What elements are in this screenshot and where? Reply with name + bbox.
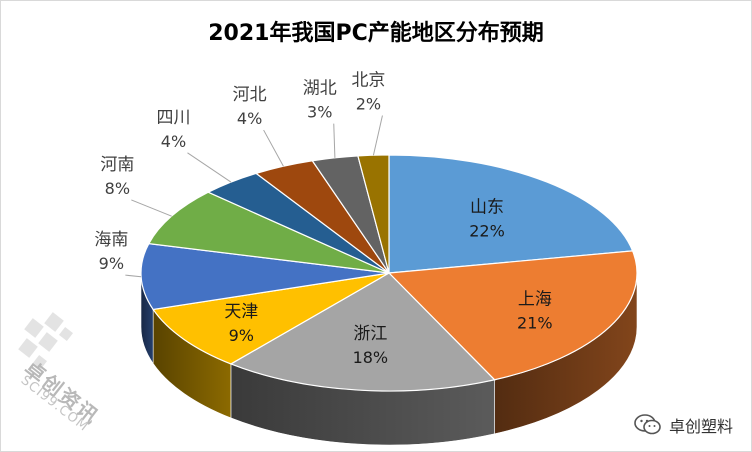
value-label-上海: 21% [517, 313, 553, 332]
leader-北京 [372, 115, 383, 156]
value-label-湖北: 3% [307, 103, 332, 122]
value-label-河北: 4% [237, 109, 262, 128]
slice-上海 [387, 250, 638, 381]
label-海南: 海南 [94, 230, 128, 250]
value-label-河南: 8% [105, 179, 130, 198]
label-山东: 山东 [470, 198, 504, 218]
value-label-天津: 9% [229, 326, 254, 345]
chart-title: 2021年我国PC产能地区分布预期 [208, 21, 544, 46]
label-天津: 天津 [224, 302, 258, 322]
wechat-icon [634, 414, 661, 435]
label-河北: 河北 [233, 85, 267, 105]
label-北京: 北京 [351, 71, 385, 91]
label-四川: 四川 [156, 108, 190, 128]
brand-text: 卓创塑料 [668, 417, 733, 436]
value-label-山东: 22% [469, 222, 505, 241]
leader-四川 [187, 152, 232, 183]
value-label-海南: 9% [99, 254, 124, 273]
slice-labels: 山东 22% 上海 21% 浙江 18% 天津 9% 海南 9% 河南 8% 四川 4% 河北 4% 湖北 3% 北… [94, 71, 552, 368]
leader-河南 [131, 199, 172, 217]
label-上海: 上海 [518, 289, 552, 309]
label-浙江: 浙江 [353, 324, 387, 344]
brand: 卓创塑料 [633, 413, 733, 437]
leader-海南 [125, 274, 142, 278]
leader-河北 [263, 129, 284, 167]
slice-天津 [152, 272, 390, 365]
value-label-四川: 4% [161, 132, 186, 151]
label-河南: 河南 [100, 155, 134, 175]
watermark-logo-icon [18, 312, 74, 370]
leader-lines [125, 115, 383, 278]
leader-湖北 [333, 123, 336, 158]
value-label-浙江: 18% [353, 348, 389, 367]
pie-tops [140, 154, 638, 392]
slice-山东 [388, 154, 634, 274]
slice-海南 [140, 243, 390, 311]
slice-浙江 [229, 272, 496, 392]
label-湖北: 湖北 [303, 79, 337, 99]
value-label-北京: 2% [356, 95, 381, 114]
